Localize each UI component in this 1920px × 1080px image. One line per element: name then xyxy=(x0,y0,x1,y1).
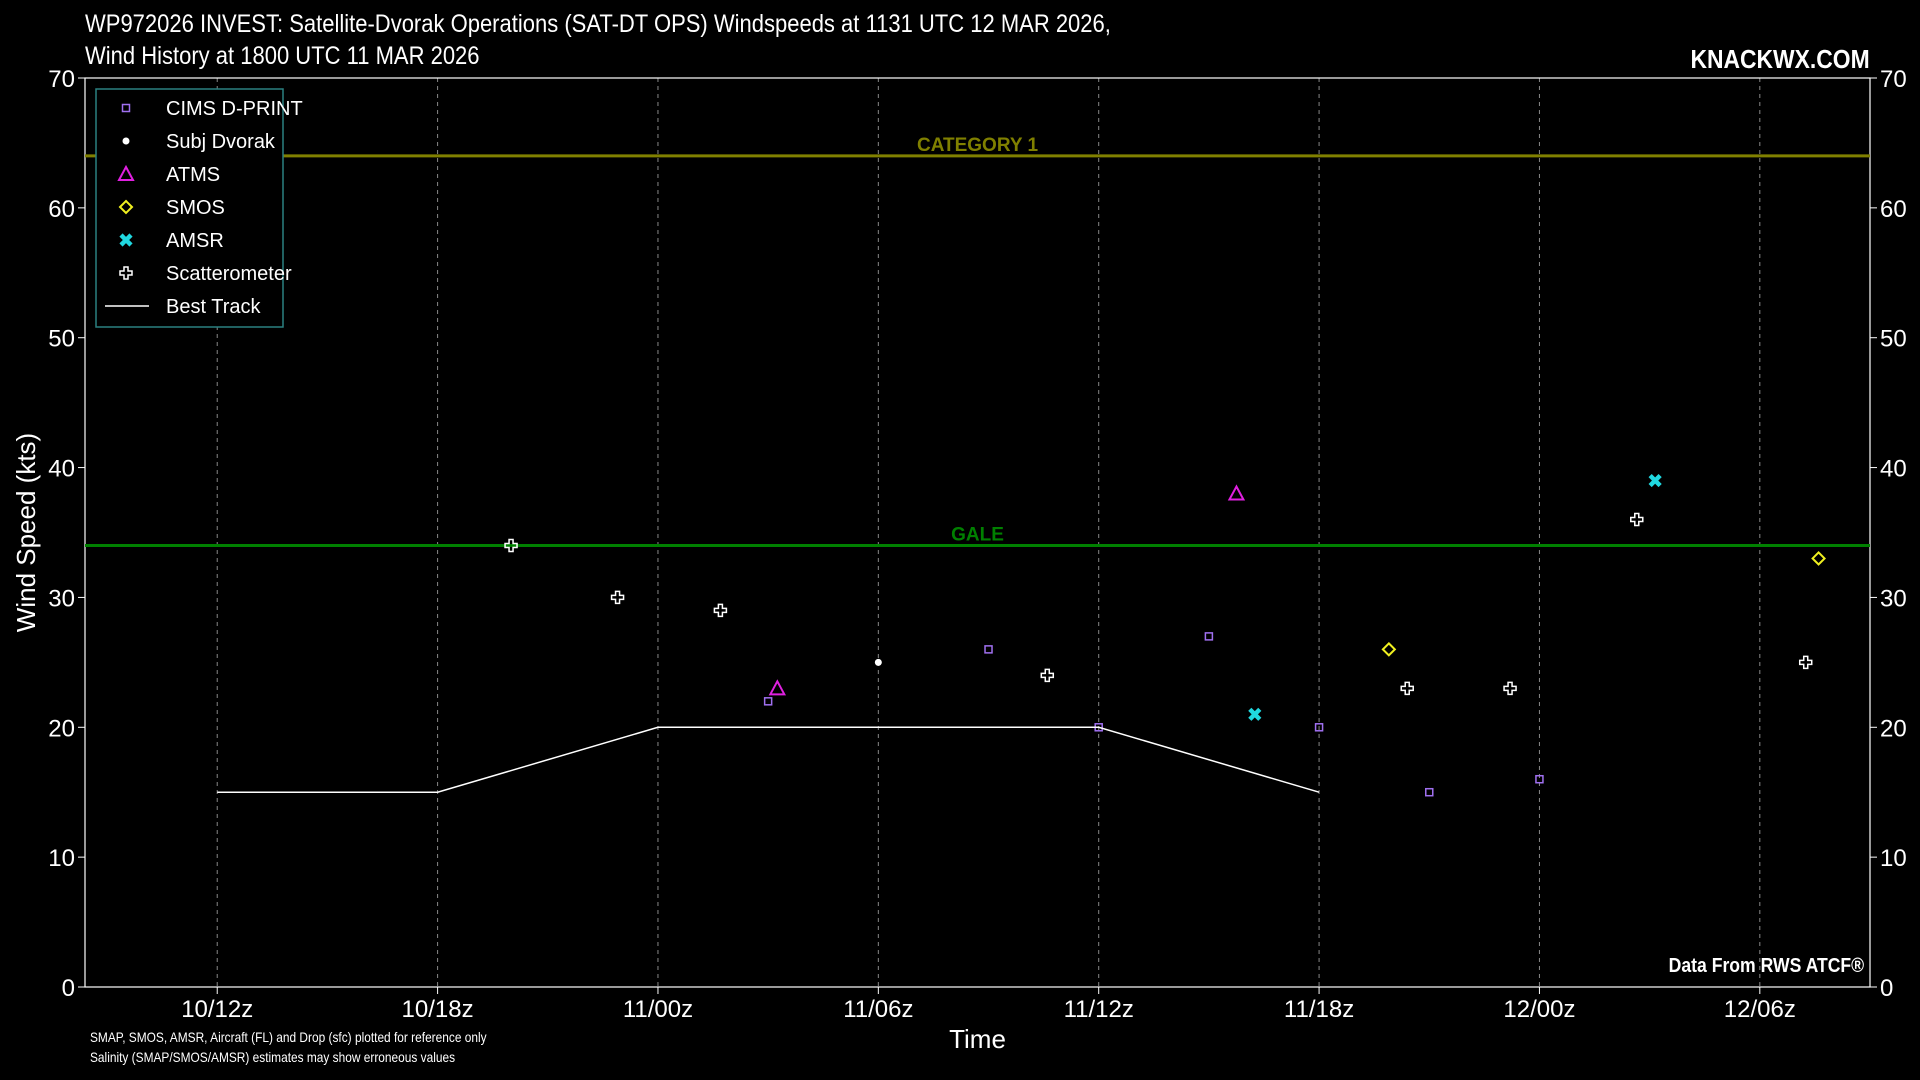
legend-label-atms: ATMS xyxy=(166,164,220,186)
point-cims-d-print xyxy=(1425,787,1434,797)
x-tick-label: 11/00z xyxy=(623,996,693,1023)
plot-frame xyxy=(84,77,1871,988)
legend-swatch-scatterometer xyxy=(119,266,133,280)
legend-swatch-smos xyxy=(118,199,134,215)
footnote-reference: SMAP, SMOS, AMSR, Aircraft (FL) and Drop… xyxy=(90,1029,487,1045)
y-tick-label-left: 0 xyxy=(62,975,75,1002)
x-tick-label: 11/06z xyxy=(843,996,913,1023)
point-atms xyxy=(1227,484,1246,501)
x-tick-label: 12/06z xyxy=(1724,996,1796,1023)
x-axis-label: Time xyxy=(949,1024,1006,1054)
legend-label-amsr: AMSR xyxy=(166,230,224,252)
x-tick-label: 10/18z xyxy=(402,996,474,1023)
data-source-label: Data From RWS ATCF® xyxy=(1668,955,1864,977)
legend-swatch-cims-d-print xyxy=(121,103,131,113)
y-tick-label-left: 30 xyxy=(48,585,75,612)
point-scatterometer xyxy=(1798,655,1813,670)
footnote-salinity: Salinity (SMAP/SMOS/AMSR) estimates may … xyxy=(90,1049,456,1065)
point-cims-d-print xyxy=(763,697,773,706)
x-tick-label: 10/12z xyxy=(181,996,253,1023)
y-tick-label-right: 60 xyxy=(1880,196,1907,223)
y-tick-label-right: 0 xyxy=(1880,975,1893,1002)
legend-swatch-atms xyxy=(117,164,135,181)
chart-title-line-1: WP972026 INVEST: Satellite-Dvorak Operat… xyxy=(85,10,1111,38)
legend-label-scatterometer: Scatterometer xyxy=(166,263,292,285)
point-scatterometer xyxy=(610,590,625,605)
y-axis-label: Wind Speed (kts) xyxy=(11,433,41,632)
y-tick-label-left: 70 xyxy=(48,66,75,93)
chart-title-line-2: Wind History at 1800 UTC 11 MAR 2026 xyxy=(85,42,480,70)
point-scatterometer xyxy=(1400,681,1414,696)
y-tick-label-right: 10 xyxy=(1880,845,1907,872)
point-subj-dvorak xyxy=(874,658,882,666)
point-scatterometer xyxy=(1040,668,1055,683)
y-tick-label-left: 20 xyxy=(48,715,75,742)
y-tick-label-right: 20 xyxy=(1880,715,1907,742)
site-watermark: KNACKWX.COM xyxy=(1690,44,1870,74)
point-cims-d-print xyxy=(1204,632,1214,641)
legend-label-subj-dvorak: Subj Dvorak xyxy=(166,131,276,153)
legend-swatch-subj-dvorak xyxy=(122,137,130,145)
point-scatterometer xyxy=(504,538,518,553)
y-tick-label-right: 30 xyxy=(1880,585,1907,612)
amsr-stroke xyxy=(1248,707,1262,721)
series-line-best-track xyxy=(217,726,1320,793)
x-tick-label: 11/12z xyxy=(1064,996,1134,1023)
point-smos xyxy=(1381,641,1397,657)
point-amsr xyxy=(1648,473,1662,488)
legend-box xyxy=(95,88,284,328)
amsr-stroke xyxy=(119,233,133,247)
legend-label-best-track: Best Track xyxy=(166,296,261,318)
point-cims-d-print xyxy=(1535,774,1544,784)
point-scatterometer xyxy=(713,603,728,618)
y-tick-label-right: 40 xyxy=(1880,456,1907,483)
point-cims-d-print xyxy=(1314,723,1324,732)
y-tick-label-left: 60 xyxy=(48,196,75,223)
point-scatterometer xyxy=(1630,512,1644,527)
point-amsr xyxy=(1248,707,1262,721)
y-tick-label-left: 40 xyxy=(48,456,75,483)
legend-label-cims-d-print: CIMS D-PRINT xyxy=(166,98,303,120)
point-scatterometer xyxy=(1503,681,1517,696)
y-tick-label-right: 50 xyxy=(1880,326,1907,353)
legend-label-smos: SMOS xyxy=(166,197,225,219)
y-tick-label-left: 50 xyxy=(48,326,75,353)
legend-swatch-amsr xyxy=(119,233,133,247)
reference-label-gale: GALE xyxy=(951,524,1004,545)
x-tick-label: 11/18z xyxy=(1284,996,1354,1023)
x-tick-label: 12/00z xyxy=(1503,996,1575,1023)
reference-label-category-1: CATEGORY 1 xyxy=(917,135,1038,156)
amsr-stroke xyxy=(1648,473,1662,488)
point-smos xyxy=(1811,551,1826,566)
y-tick-label-left: 10 xyxy=(48,845,75,872)
point-cims-d-print xyxy=(984,645,993,654)
y-tick-label-right: 70 xyxy=(1880,66,1907,93)
point-atms xyxy=(768,679,787,696)
